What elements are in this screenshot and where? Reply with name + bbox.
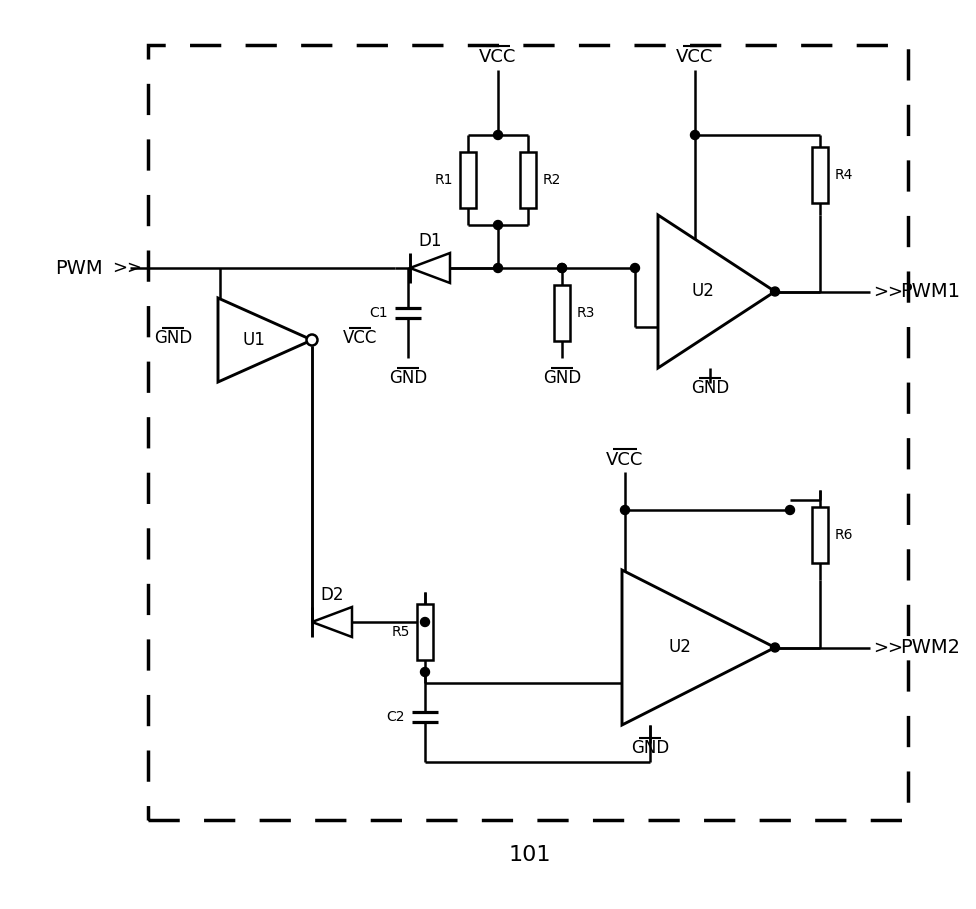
Text: D2: D2 [320, 586, 344, 604]
Bar [417, 604, 433, 660]
Text: C1: C1 [369, 306, 388, 320]
Text: VCC: VCC [479, 48, 516, 66]
Circle shape [421, 667, 429, 676]
Bar [520, 152, 536, 208]
Text: VCC: VCC [676, 48, 713, 66]
Circle shape [494, 264, 503, 273]
Text: R4: R4 [835, 168, 853, 182]
Text: U2: U2 [691, 283, 713, 301]
Polygon shape [312, 607, 352, 637]
Text: R1: R1 [434, 173, 453, 187]
Text: R2: R2 [543, 173, 561, 187]
Text: GND: GND [691, 379, 729, 397]
Circle shape [770, 643, 780, 652]
Text: R3: R3 [577, 306, 595, 320]
Polygon shape [410, 253, 450, 283]
Text: R6: R6 [835, 528, 853, 542]
Bar [460, 152, 476, 208]
Text: GND: GND [543, 369, 581, 387]
Polygon shape [218, 298, 312, 382]
Circle shape [306, 335, 317, 345]
Circle shape [621, 505, 630, 514]
Circle shape [630, 264, 639, 273]
Circle shape [770, 287, 780, 296]
Bar [812, 507, 828, 563]
Text: GND: GND [154, 329, 192, 347]
Text: U1: U1 [242, 331, 265, 349]
Circle shape [494, 221, 503, 229]
Text: PWM1: PWM1 [900, 282, 960, 301]
Text: 101: 101 [508, 845, 551, 865]
Polygon shape [658, 215, 775, 368]
Circle shape [557, 264, 566, 273]
Text: >>: >> [873, 283, 903, 301]
Text: R5: R5 [391, 625, 410, 639]
Bar [812, 147, 828, 203]
Text: C2: C2 [386, 710, 405, 724]
Circle shape [786, 505, 794, 514]
Circle shape [690, 131, 700, 139]
Text: VCC: VCC [343, 329, 377, 347]
Bar [554, 285, 570, 341]
Text: >>: >> [873, 638, 903, 656]
Text: PWM: PWM [55, 258, 102, 277]
Text: >>: >> [112, 259, 142, 277]
Text: GND: GND [630, 739, 670, 757]
Text: VCC: VCC [606, 451, 644, 469]
Text: GND: GND [388, 369, 427, 387]
Text: U2: U2 [669, 638, 692, 656]
Text: PWM2: PWM2 [900, 638, 960, 657]
Circle shape [557, 264, 566, 273]
Circle shape [421, 617, 429, 626]
Text: D1: D1 [419, 232, 442, 250]
Polygon shape [622, 570, 775, 725]
Circle shape [494, 131, 503, 139]
